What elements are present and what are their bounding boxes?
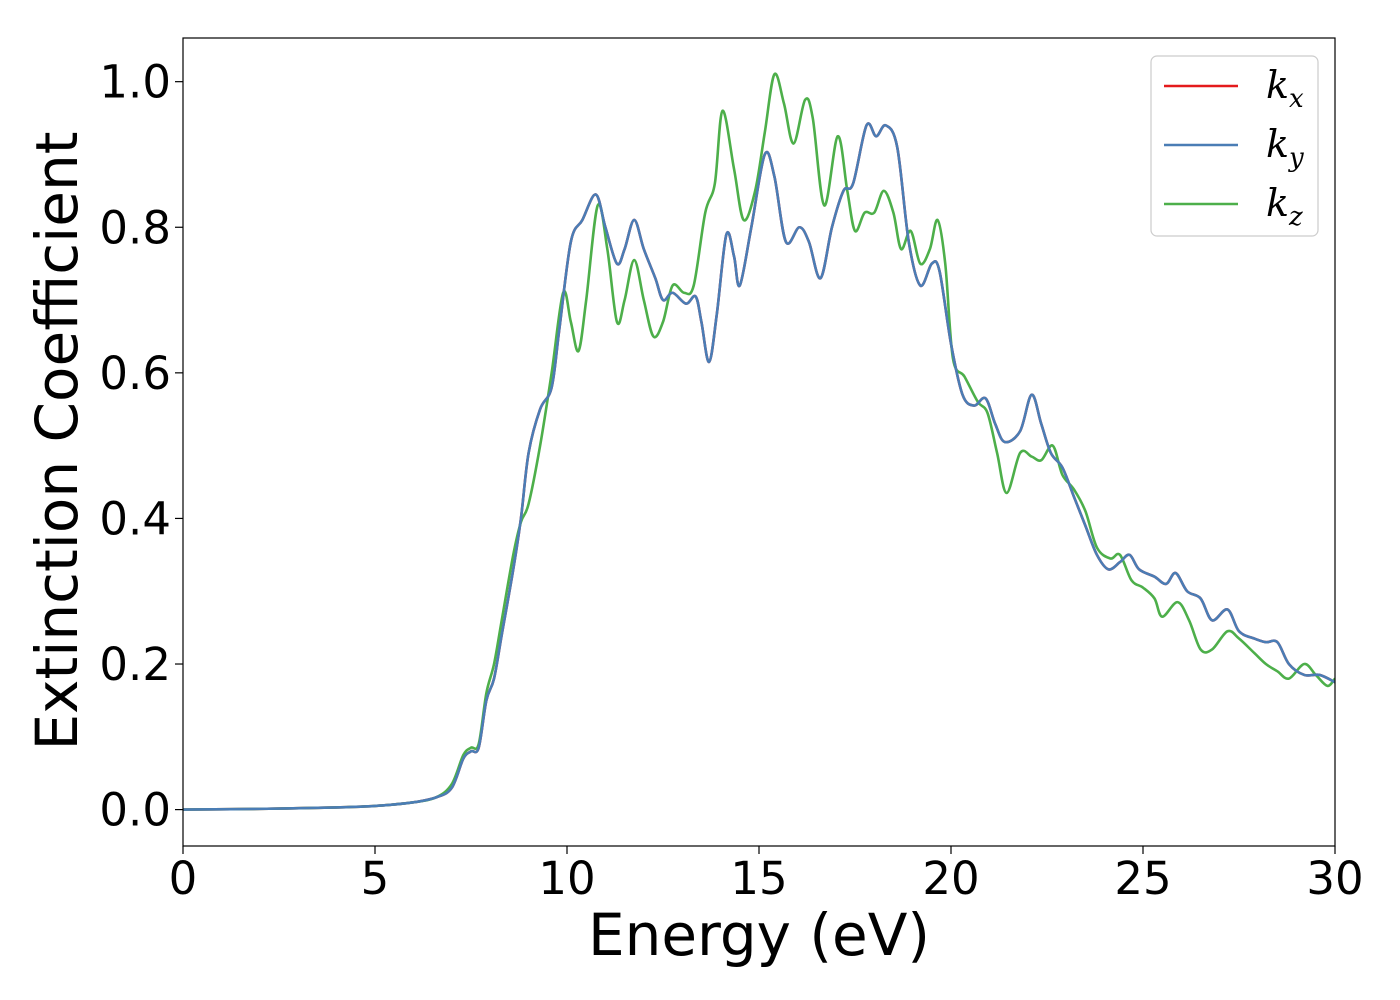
x-tick-label: 10	[538, 852, 595, 905]
x-axis-label: Energy (eV)	[588, 901, 930, 969]
y-tick-label: 0.6	[99, 347, 171, 400]
y-tick-label: 0.0	[99, 784, 171, 837]
x-tick-label: 0	[169, 852, 198, 905]
series-lines	[183, 72, 1335, 811]
y-tick-label: 0.2	[99, 638, 171, 691]
x-tick-label: 15	[730, 852, 787, 905]
y-ticks: 0.0 0.2 0.4 0.6 0.8 1.0	[99, 56, 183, 837]
legend: kx ky kz	[1150, 55, 1319, 237]
y-tick-label: 1.0	[99, 56, 171, 109]
x-tick-label: 25	[1114, 852, 1171, 905]
x-tick-label: 5	[361, 852, 390, 905]
legend-label-ky: ky	[1266, 122, 1304, 173]
series-line-kz	[183, 72, 1335, 811]
series-line-ky	[183, 122, 1335, 811]
x-tick-label: 20	[922, 852, 979, 905]
plot-frame	[182, 37, 1336, 847]
y-tick-label: 0.4	[99, 492, 171, 545]
y-axis-title: Extinction Coefficient	[23, 132, 91, 751]
x-ticks: 0 5 10 15 20 25 30	[169, 846, 1364, 905]
y-axis-label: Extinction Coefficient	[23, 132, 91, 751]
x-axis-title: Energy (eV)	[588, 901, 930, 969]
legend-label-kz: kz	[1266, 181, 1303, 232]
plot-area: 0 5 10 15 20 25 30 0.0 0.2 0.4 0.6 0.8 1.0	[99, 37, 1364, 905]
legend-items: kx ky kz	[1164, 63, 1304, 232]
x-tick-label: 30	[1306, 852, 1363, 905]
legend-label-kx: kx	[1266, 63, 1304, 114]
y-tick-label: 0.8	[99, 201, 171, 254]
